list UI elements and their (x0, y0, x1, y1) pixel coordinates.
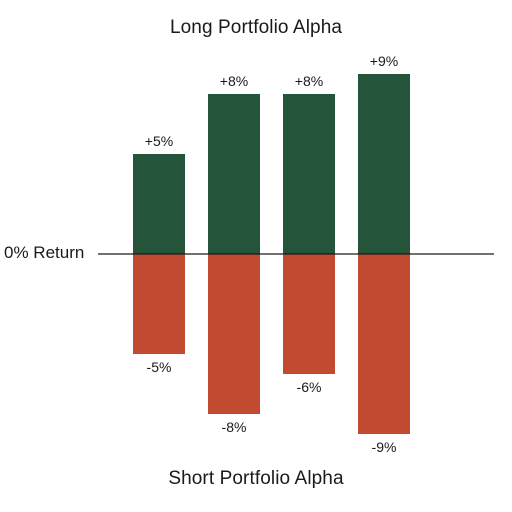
chart-title-long: Long Portfolio Alpha (169, 17, 343, 38)
long-bar-3 (283, 94, 335, 254)
long-value-label-4: +9% (370, 53, 398, 69)
short-value-label-1: -5% (147, 359, 172, 375)
chart-title-short: Short Portfolio Alpha (168, 468, 344, 489)
short-value-label-3: -6% (297, 379, 322, 395)
long-bar-1 (133, 154, 185, 254)
long-bar-2 (208, 94, 260, 254)
short-value-label-2: -8% (222, 419, 247, 435)
long-value-label-3: +8% (295, 73, 323, 89)
baseline-label: 0% Return (4, 243, 85, 262)
short-bar-3 (283, 254, 335, 374)
short-bar-1 (133, 254, 185, 354)
short-bar-2 (208, 254, 260, 414)
long-bar-4 (358, 74, 410, 254)
short-value-label-4: -9% (372, 439, 397, 455)
long-value-label-2: +8% (220, 73, 248, 89)
short-bar-4 (358, 254, 410, 434)
long-value-label-1: +5% (145, 133, 173, 149)
